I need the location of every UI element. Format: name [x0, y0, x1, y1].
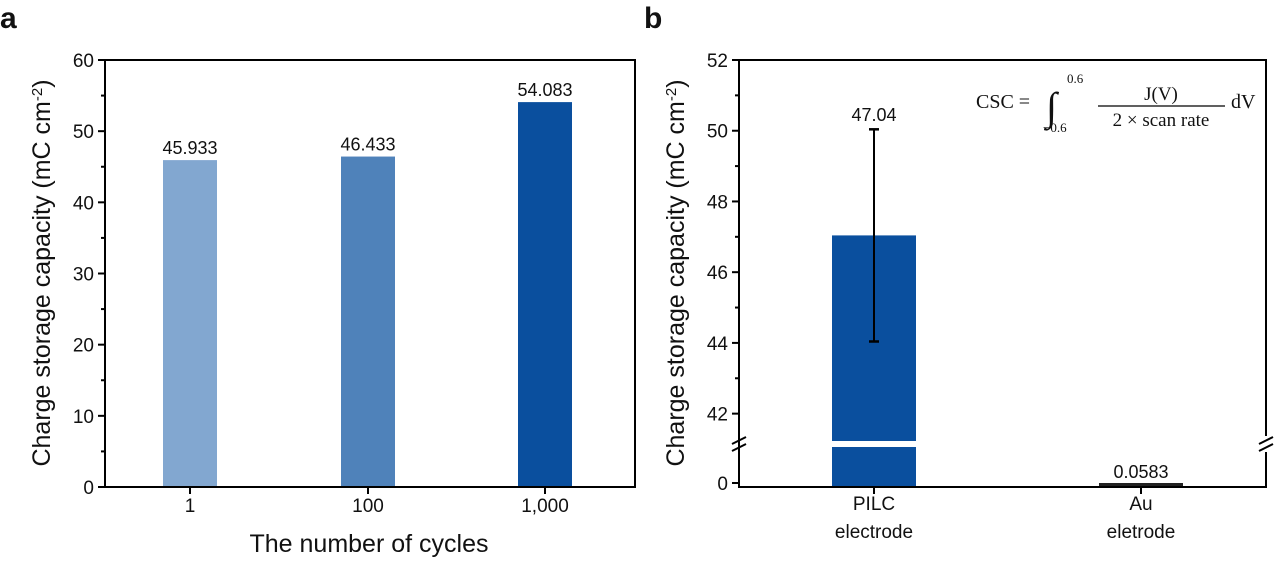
chart-a-y-tick-label-3: 30	[73, 265, 94, 286]
chart-a-x-tick-label-0: 1	[185, 496, 196, 517]
chart-a-data-labels: 45.933 46.433 54.083	[162, 80, 572, 158]
chart-b-x-axis: PILC electrode Au eletrode	[835, 487, 1175, 543]
chart-a-bars	[163, 102, 572, 487]
formula-upper-limit: 0.6	[1067, 71, 1084, 86]
formula-dv: dV	[1231, 91, 1256, 113]
chart-a-data-label-2: 54.083	[517, 80, 572, 100]
chart-a-bar-0	[163, 160, 217, 487]
chart-b: 47.04 0.0583 0 42 44 46 48 50 52 PILC electrode A…	[662, 51, 1274, 543]
formula-denominator: 2 × scan rate	[1113, 110, 1210, 131]
chart-a-frame	[104, 59, 636, 488]
chart-b-x-tick-label-0-0: PILC	[853, 494, 895, 515]
formula-lower-limit: −0.6	[1043, 120, 1067, 135]
chart-b-y-tick-label-2: 44	[707, 334, 729, 355]
chart-a-y-title: Charge storage capacity (mC cm-2)	[28, 79, 56, 466]
panel-label-b: b	[644, 2, 662, 35]
chart-b-bars	[831, 128, 1183, 487]
chart-a-x-axis: 1 100 1,000	[185, 487, 569, 517]
chart-b-axis-break-right	[1258, 436, 1274, 452]
chart-a-bar-2	[518, 102, 572, 487]
chart-b-y-tick-label-5: 50	[707, 122, 728, 143]
chart-b-y-tick-label-4: 48	[707, 192, 728, 213]
chart-a-y-tick-label-5: 50	[73, 122, 94, 143]
chart-a-bar-1	[341, 156, 395, 487]
chart-a-data-label-1: 46.433	[340, 135, 395, 155]
formula-numerator: J(V)	[1144, 84, 1178, 105]
chart-b-y-tick-label-1: 42	[707, 405, 728, 426]
chart-a-y-axis: 0 10 20 30 40 50 60	[73, 51, 105, 499]
chart-a-x-tick-label-1: 100	[352, 496, 384, 517]
chart-a-y-tick-label-4: 40	[73, 193, 94, 214]
chart-a-y-tick-label-0: 0	[83, 478, 94, 499]
chart-a-y-tick-label-2: 20	[73, 336, 94, 357]
csc-formula: CSC = ∫ 0.6 −0.6 J(V) 2 × scan rate dV	[976, 71, 1256, 135]
chart-a-y-tick-label-6: 60	[73, 51, 94, 72]
chart-b-y-title: Charge storage capacity (mC cm-2)	[662, 79, 690, 466]
chart-b-data-label-0: 47.04	[851, 105, 896, 125]
chart-a-x-title: The number of cycles	[250, 530, 489, 558]
chart-a-data-label-0: 45.933	[162, 138, 217, 158]
chart-b-axis-break-left	[728, 436, 747, 452]
formula-lhs: CSC =	[976, 91, 1030, 113]
chart-b-bar-break-gap	[831, 441, 917, 447]
chart-b-data-label-1: 0.0583	[1113, 462, 1168, 482]
chart-a-y-tick-label-1: 10	[73, 407, 94, 428]
chart-b-y-tick-label-0: 0	[717, 474, 728, 495]
chart-b-frame	[738, 59, 1267, 488]
chart-a: 45.933 46.433 54.083 0 10 20 30 40 50 60 1 100 1,0…	[28, 51, 636, 558]
chart-a-x-tick-label-2: 1,000	[521, 496, 569, 517]
chart-b-y-axis: 0 42 44 46 48 50 52	[707, 51, 739, 495]
chart-b-data-labels: 47.04 0.0583	[851, 105, 1168, 482]
chart-b-x-tick-label-1-1: eletrode	[1107, 522, 1176, 543]
chart-b-x-tick-label-1-0: Au	[1129, 494, 1152, 515]
formula-integral-sign: ∫	[1043, 84, 1060, 131]
chart-b-y-tick-label-3: 46	[707, 263, 728, 284]
chart-b-bar-1	[1099, 483, 1183, 487]
panel-label-a: a	[0, 2, 17, 35]
chart-b-y-tick-label-6: 52	[707, 51, 728, 72]
chart-b-x-tick-label-0-1: electrode	[835, 522, 913, 543]
